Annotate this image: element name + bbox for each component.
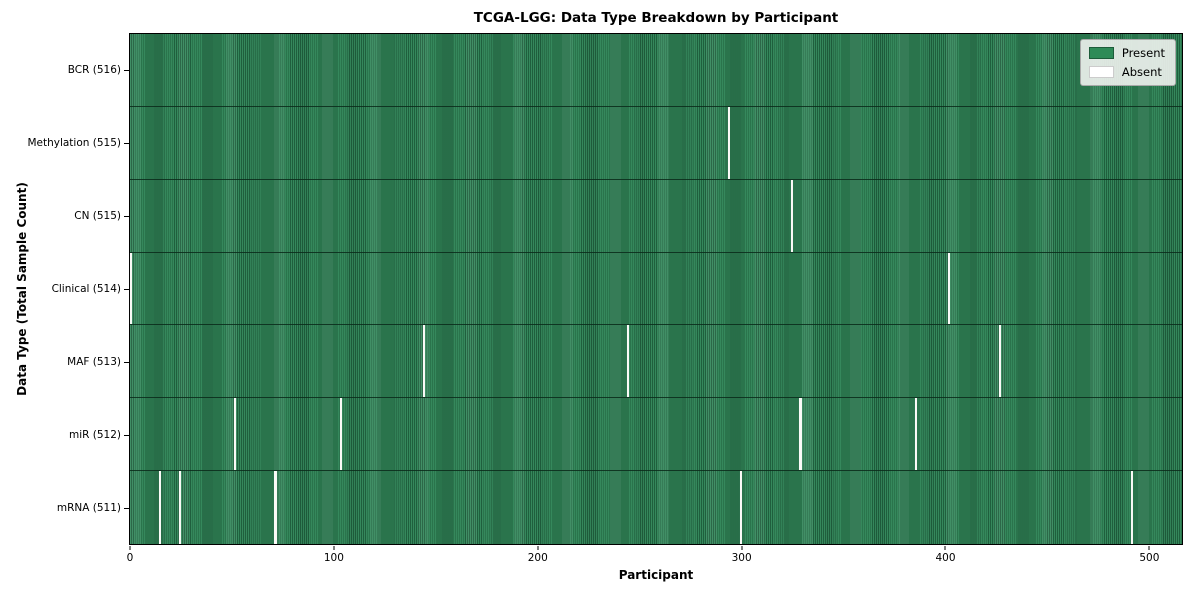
absent-mark-MAF-144	[423, 325, 426, 398]
x-tick-label-0: 0	[126, 552, 134, 564]
absent-mark-mRNA-24	[178, 471, 181, 544]
y-tick-mark-CN	[124, 215, 129, 217]
legend-item-present: Present	[1088, 46, 1165, 60]
heatmap-row-mRNA	[130, 471, 1182, 544]
y-tick-mark-MAF	[124, 362, 129, 364]
absent-mark-mRNA-71	[274, 471, 277, 544]
x-tick-mark-500	[1148, 546, 1150, 550]
y-tick-mark-Methylation	[124, 142, 129, 144]
absent-mark-MAF-244	[626, 325, 629, 398]
absent-mark-miR-103	[339, 398, 342, 471]
x-tick-mark-300	[741, 546, 743, 550]
absent-mark-miR-386	[915, 398, 918, 471]
x-tick-mark-100	[333, 546, 335, 550]
legend-label-absent: Absent	[1121, 65, 1162, 79]
legend-item-absent: Absent	[1088, 65, 1165, 79]
legend-label-present: Present	[1121, 46, 1165, 60]
absent-mark-mRNA-492	[1131, 471, 1134, 544]
y-tick-label-Methylation: Methylation (515)	[27, 136, 121, 149]
absent-mark-Clinical-0	[130, 252, 133, 325]
x-tick-label-300: 300	[731, 552, 752, 564]
absent-mark-Clinical-402	[947, 252, 951, 325]
x-tick-label-100: 100	[323, 552, 344, 564]
heatmap-row-Clinical	[130, 252, 1182, 326]
absent-mark-miR-51	[233, 398, 236, 471]
y-tick-label-mRNA: mRNA (511)	[56, 502, 121, 515]
x-tick-mark-400	[944, 546, 946, 550]
heatmap-rows	[130, 34, 1182, 544]
x-tick-label-200: 200	[527, 552, 548, 564]
y-tick-mark-Clinical	[124, 289, 129, 290]
absent-mark-mRNA-14	[158, 471, 161, 544]
legend-swatch-absent	[1088, 66, 1114, 78]
y-tick-mark-mRNA	[124, 508, 129, 510]
y-tick-mark-BCR	[124, 69, 129, 71]
heatmap-row-MAF	[130, 325, 1182, 399]
legend: Present Absent	[1079, 39, 1176, 86]
chart-title: TCGA-LGG: Data Type Breakdown by Partici…	[473, 10, 839, 26]
x-tick-label-400: 400	[935, 552, 956, 564]
plot-area: Present Absent	[129, 33, 1183, 545]
absent-mark-Methylation-294	[728, 106, 731, 179]
heatmap-row-BCR	[130, 34, 1182, 107]
heatmap-row-miR	[130, 398, 1182, 472]
y-tick-label-Clinical: Clinical (514)	[51, 283, 121, 295]
x-axis-label: Participant	[618, 568, 694, 582]
y-tick-mark-miR	[124, 435, 129, 437]
x-tick-mark-0	[129, 546, 131, 550]
absent-mark-miR-329	[799, 398, 802, 471]
x-tick-mark-200	[537, 546, 539, 550]
absent-mark-mRNA-300	[740, 471, 743, 544]
y-tick-label-BCR: BCR (516)	[67, 63, 121, 76]
x-tick-label-500: 500	[1139, 552, 1160, 564]
y-tick-label-miR: miR (512)	[68, 429, 121, 442]
absent-mark-MAF-427	[998, 325, 1001, 398]
y-tick-label-CN: CN (515)	[74, 209, 121, 222]
absent-mark-CN-325	[791, 179, 794, 252]
heatmap-row-CN	[130, 179, 1182, 253]
legend-swatch-present	[1088, 47, 1114, 59]
y-tick-label-MAF: MAF (513)	[67, 356, 121, 369]
x-axis-tick-area: 0 100 200 300 400 500	[126, 545, 1183, 575]
heatmap-row-Methylation	[130, 106, 1182, 180]
y-axis-tick-labels: BCR (516) Methylation (515) CN (515) Clinic…	[0, 33, 121, 545]
